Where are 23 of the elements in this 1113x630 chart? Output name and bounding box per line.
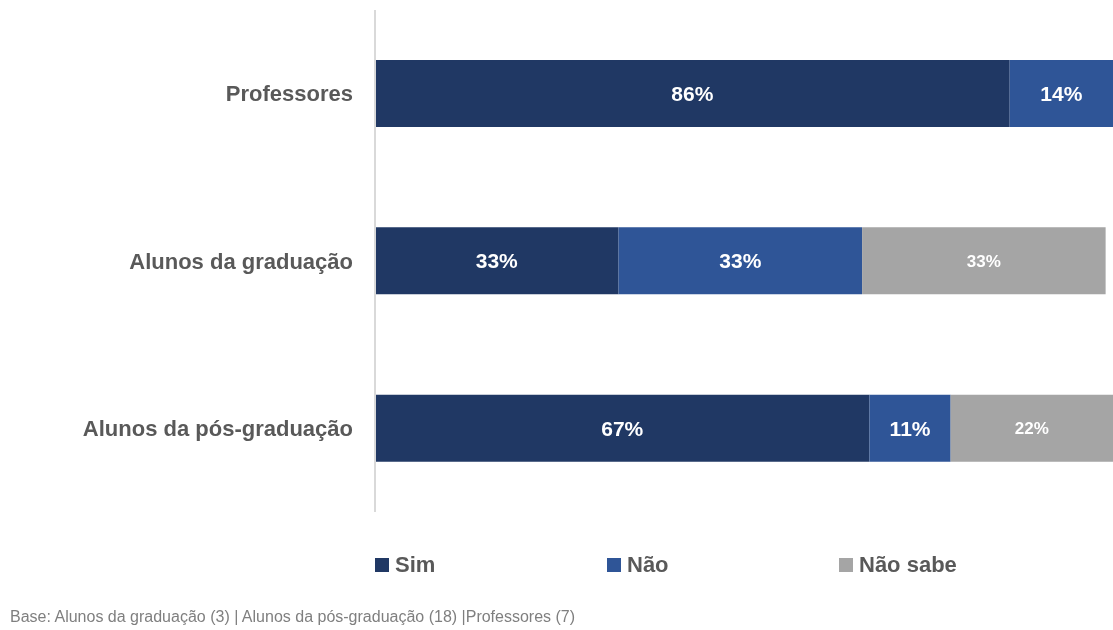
bar [869,394,951,462]
y-tick-label: Alunos da pós-graduação [82,416,353,442]
bar [862,227,1106,295]
bar [1009,60,1113,127]
bar [375,60,1010,127]
data-label: 33% [475,249,519,273]
legend-label: Não [627,552,669,578]
text: Base: Alunos da graduação (3) | Alunos da pós-graduação (18) |Professores (7) [10,608,576,626]
bar [950,394,1113,462]
data-label: 22% [1014,419,1049,439]
bar [375,227,619,295]
data-label: 33% [966,251,1001,271]
bar [375,394,870,462]
data-label: 67% [601,416,644,440]
legend-label: Sim [395,552,436,578]
data-label: 14% [1040,81,1083,105]
data-label: 11% [889,416,931,440]
y-tick-label: Alunos da graduação [129,248,353,274]
legend-label: Não sabe [859,552,957,578]
y-tick-label: Professores [225,81,353,107]
data-label: 33% [719,249,762,273]
data-label: 86% [671,81,714,105]
bar [618,227,863,295]
